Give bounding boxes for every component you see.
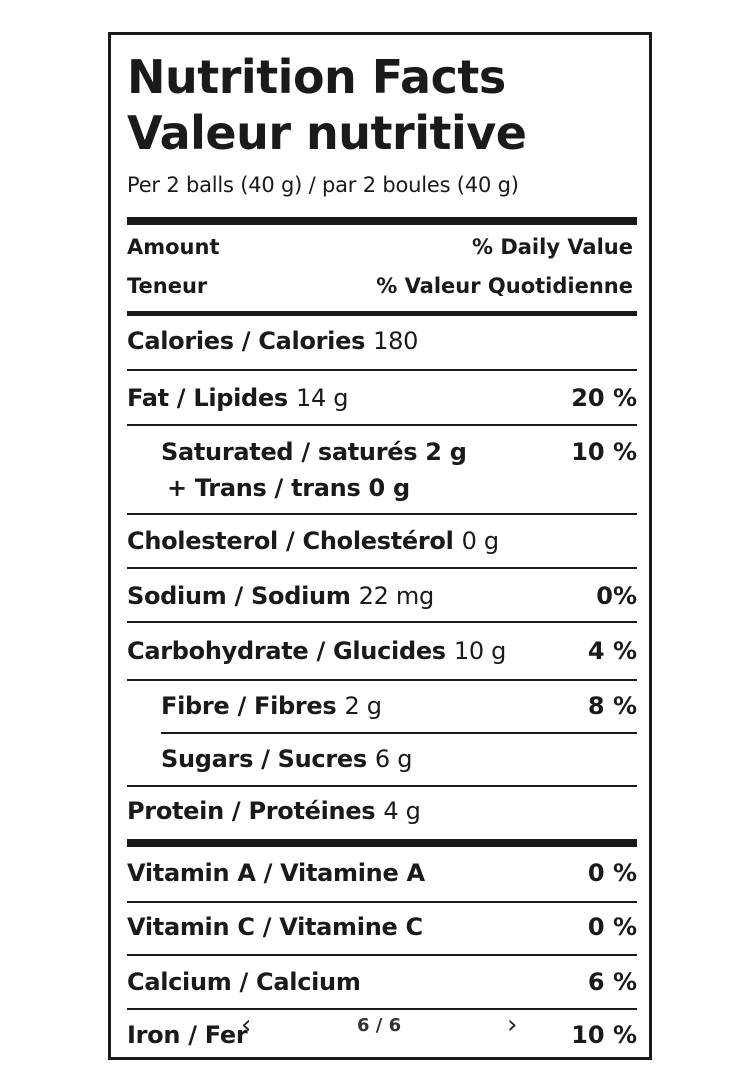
nutrition-label: Nutrition Facts Valeur nutritive Per 2 b… — [108, 32, 652, 1060]
nutrient-name: Calories / Calories 180 — [127, 327, 419, 355]
row-divider — [127, 513, 637, 515]
row-divider — [127, 954, 637, 956]
nutrient-percent: 6 % — [587, 968, 637, 996]
row-divider — [127, 567, 637, 569]
thick-rule-top — [127, 217, 637, 225]
nutrient-name: Fibre / Fibres 2 g — [161, 692, 382, 720]
nutrient-name: Sugars / Sucres 6 g — [161, 745, 413, 773]
row-calcium: Calcium / Calcium 6 % — [127, 968, 637, 1008]
nutrient-name: Sodium / Sodium 22 mg — [127, 582, 434, 610]
row-carbohydrate: Carbohydrate / Glucides 10 g 4 % — [127, 637, 637, 677]
row-divider — [127, 901, 637, 903]
thick-rule-bottom — [127, 839, 637, 847]
nutrient-percent: 20 % — [571, 384, 637, 412]
row-iron: Iron / Fer 10 % — [127, 1021, 637, 1061]
row-trans: + Trans / trans 0 g — [167, 474, 643, 514]
row-sugars: Sugars / Sucres 6 g — [161, 745, 637, 785]
nutrient-percent: 0% — [596, 582, 637, 610]
title-french: Valeur nutritive — [127, 106, 527, 160]
nutrient-name: Carbohydrate / Glucides 10 g — [127, 637, 507, 665]
serving-size: Per 2 balls (40 g) / par 2 boules (40 g) — [127, 173, 519, 197]
nutrient-name: Vitamin A / Vitamine A — [127, 859, 425, 887]
row-divider — [127, 369, 637, 371]
nutrient-name: Calcium / Calcium — [127, 968, 361, 996]
nutrient-percent: 8 % — [587, 692, 637, 720]
nutrient-percent: 10 % — [571, 438, 637, 466]
nutrient-percent: 10 % — [571, 1021, 637, 1049]
row-divider — [127, 785, 637, 787]
row-saturated: Saturated / saturés 2 g 10 % — [161, 438, 637, 478]
row-cholesterol: Cholesterol / Cholestérol 0 g — [127, 527, 637, 567]
chevron-right-icon[interactable]: › — [507, 1010, 518, 1040]
row-calories: Calories / Calories 180 — [127, 327, 637, 367]
title-english: Nutrition Facts — [127, 50, 506, 104]
row-protein: Protein / Protéines 4 g — [127, 797, 637, 837]
chevron-left-icon[interactable]: ‹ — [241, 1010, 252, 1040]
header-valeur-quotidienne: % Valeur Quotidienne — [376, 274, 633, 298]
medium-rule — [127, 311, 637, 316]
nutrient-name: Cholesterol / Cholestérol 0 g — [127, 527, 499, 555]
page-indicator: 6 / 6 — [357, 1015, 402, 1036]
nutrient-percent: 0 % — [587, 913, 637, 941]
nutrient-name: Saturated / saturés 2 g — [161, 438, 467, 466]
row-divider — [127, 1008, 637, 1010]
row-sodium: Sodium / Sodium 22 mg 0% — [127, 582, 637, 622]
row-vitamin-c: Vitamin C / Vitamine C 0 % — [127, 913, 637, 953]
nutrient-percent: 4 % — [587, 637, 637, 665]
nutrient-name: Protein / Protéines 4 g — [127, 797, 421, 825]
nutrient-name: Iron / Fer — [127, 1021, 248, 1049]
nutrient-percent: 0 % — [587, 859, 637, 887]
row-fat: Fat / Lipides 14 g 20 % — [127, 384, 637, 424]
nutrient-name: + Trans / trans 0 g — [167, 474, 410, 502]
row-fibre: Fibre / Fibres 2 g 8 % — [161, 692, 637, 732]
nutrient-name: Fat / Lipides 14 g — [127, 384, 349, 412]
header-teneur: Teneur — [127, 274, 208, 298]
header-amount: Amount — [127, 235, 220, 259]
row-vitamin-a: Vitamin A / Vitamine A 0 % — [127, 859, 637, 899]
row-divider — [127, 679, 637, 681]
nutrient-name: Vitamin C / Vitamine C — [127, 913, 423, 941]
row-divider — [127, 621, 637, 623]
row-divider — [127, 424, 637, 426]
row-divider — [161, 732, 637, 734]
header-daily-value: % Daily Value — [471, 235, 633, 259]
